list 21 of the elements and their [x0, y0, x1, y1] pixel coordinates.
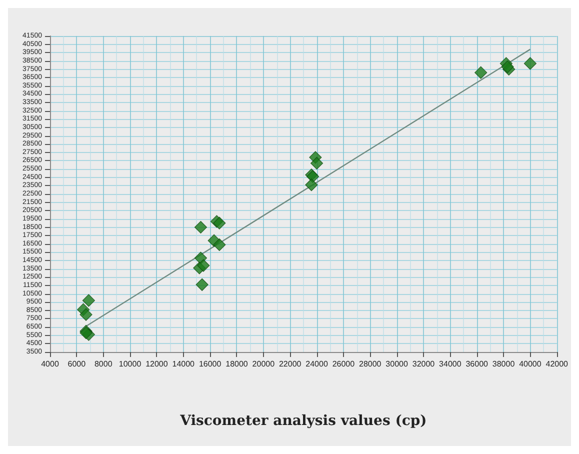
x-tick-label: 12000 — [146, 360, 168, 368]
x-tick-label: 26000 — [332, 360, 356, 368]
x-tick-label: 16000 — [198, 360, 222, 368]
x-axis-title: Viscometer analysis values (cp) — [179, 413, 427, 429]
x-tick-label: 38000 — [492, 360, 516, 368]
x-tick-label: 18000 — [226, 360, 248, 368]
x-tick-label: 36000 — [466, 360, 489, 368]
x-tick-label: 20000 — [252, 360, 276, 368]
x-tick-label: 32000 — [412, 360, 436, 368]
x-tick-label: 8000 — [94, 360, 113, 368]
x-tick-label: 14000 — [172, 360, 196, 368]
x-tick-label: 24000 — [306, 360, 328, 368]
x-tick-label: 22000 — [278, 360, 302, 368]
x-tick-label: 4000 — [41, 360, 60, 368]
x-tick-label: 30000 — [386, 360, 408, 368]
x-tick-label: 10000 — [118, 360, 142, 368]
x-tick-label: 40000 — [519, 360, 542, 368]
x-tick-label: 34000 — [439, 360, 462, 368]
x-tick-label: 42000 — [546, 360, 569, 368]
x-tick-label: 6000 — [68, 360, 86, 368]
x-tick-label: 28000 — [359, 360, 382, 368]
